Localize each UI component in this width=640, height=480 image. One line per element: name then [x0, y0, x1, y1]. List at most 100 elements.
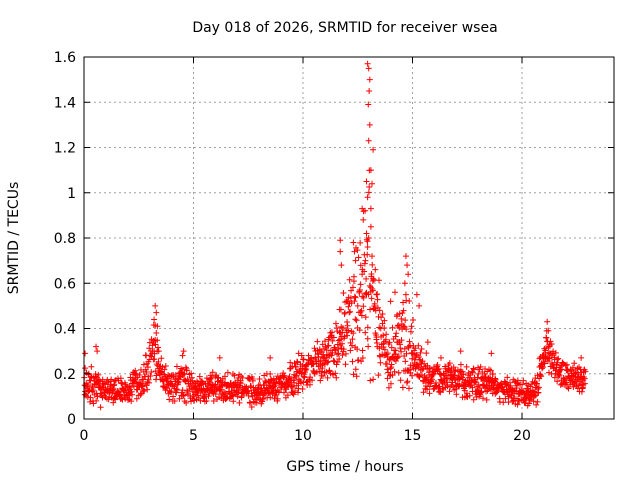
data-point: [236, 399, 243, 406]
data-point: [301, 374, 308, 381]
data-point: [483, 396, 490, 403]
data-point: [151, 316, 158, 323]
data-point: [325, 342, 332, 349]
data-point: [558, 366, 565, 373]
data-point: [265, 379, 272, 386]
data-point: [289, 384, 296, 391]
data-point: [364, 238, 371, 245]
data-point: [365, 137, 372, 144]
data-point: [385, 384, 392, 391]
data-point: [311, 345, 318, 352]
data-point: [196, 373, 203, 380]
data-point: [574, 365, 581, 372]
data-point: [406, 298, 413, 304]
data-point: [140, 361, 147, 368]
data-point: [368, 180, 375, 187]
data-point: [374, 296, 381, 303]
data-points: [81, 60, 589, 411]
data-point: [175, 378, 182, 385]
data-point: [436, 383, 443, 390]
data-point: [470, 365, 477, 372]
data-point: [457, 348, 464, 355]
data-point: [535, 389, 542, 396]
data-point: [352, 294, 359, 301]
data-point: [360, 303, 367, 310]
data-point: [460, 371, 467, 378]
data-point: [409, 355, 416, 362]
data-point: [375, 372, 382, 379]
data-point: [239, 374, 246, 381]
data-point: [108, 376, 115, 383]
data-point: [90, 400, 97, 407]
data-point: [386, 372, 393, 379]
data-point: [262, 390, 269, 397]
data-point: [365, 65, 372, 72]
data-point: [341, 333, 348, 340]
data-point: [475, 370, 482, 377]
data-point: [565, 385, 572, 392]
data-point: [364, 60, 371, 67]
data-point: [274, 395, 281, 402]
data-point: [249, 377, 256, 384]
data-point: [367, 377, 374, 384]
data-point: [161, 366, 168, 373]
data-point: [350, 273, 357, 280]
data-point: [407, 328, 414, 335]
data-point: [359, 347, 366, 354]
data-point: [409, 372, 416, 379]
data-point: [389, 372, 396, 379]
data-point: [334, 359, 341, 366]
data-point: [472, 378, 479, 385]
data-point: [155, 344, 162, 351]
data-point: [81, 391, 88, 398]
data-point: [224, 369, 231, 376]
data-point: [546, 355, 553, 362]
data-point: [347, 308, 354, 315]
data-point: [340, 346, 347, 353]
data-point: [355, 254, 362, 261]
data-point: [350, 239, 357, 246]
data-point: [295, 350, 302, 357]
data-point: [319, 372, 326, 379]
data-point: [88, 363, 95, 370]
data-point: [348, 342, 355, 349]
data-point: [259, 396, 266, 403]
data-point: [359, 354, 366, 361]
data-point: [581, 380, 588, 387]
data-point: [424, 339, 431, 346]
data-point: [334, 351, 341, 358]
data-point: [452, 367, 459, 374]
data-point: [208, 374, 215, 381]
data-point: [418, 345, 425, 352]
data-point: [84, 393, 91, 400]
data-point: [450, 364, 457, 371]
data-point: [362, 329, 369, 336]
data-point: [363, 230, 370, 237]
data-point: [210, 397, 217, 404]
x-tick-label: 15: [404, 428, 422, 444]
data-point: [453, 391, 460, 398]
data-point: [346, 309, 353, 316]
data-point: [357, 262, 364, 269]
data-point: [546, 341, 553, 348]
data-point: [209, 369, 216, 376]
data-point: [463, 363, 470, 370]
data-point: [337, 248, 344, 255]
data-point: [345, 327, 352, 334]
data-point: [530, 398, 537, 405]
data-point: [395, 369, 402, 376]
data-point: [111, 381, 118, 388]
y-tick-label: 0.4: [54, 322, 76, 338]
data-point: [179, 352, 186, 359]
data-point: [437, 354, 444, 361]
y-tick-label: 1: [67, 186, 76, 202]
data-point: [424, 386, 431, 393]
data-point: [402, 291, 409, 298]
data-point: [376, 324, 383, 331]
data-point: [434, 366, 441, 373]
y-tick-label: 0: [67, 412, 76, 428]
data-point: [147, 373, 154, 380]
data-point: [326, 334, 333, 341]
data-point: [413, 291, 420, 298]
data-point: [415, 354, 422, 361]
